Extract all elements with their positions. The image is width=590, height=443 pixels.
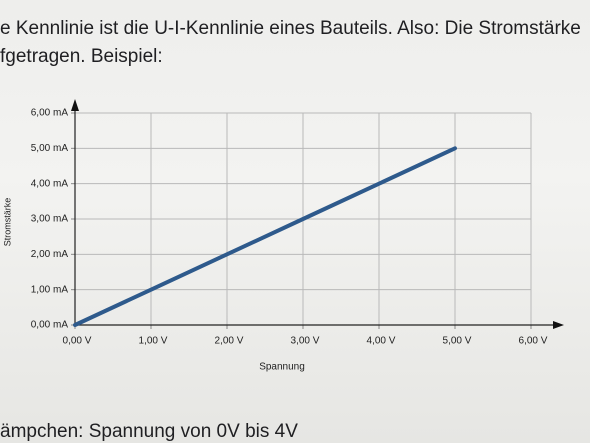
data-line [73,146,457,327]
x-tick-label: 1,00 V [139,336,168,347]
y-arrow [71,99,79,111]
x-axis-label: Spannung [259,362,305,373]
y-axis-label: Stromstärke [2,198,12,247]
text-line: e Kennlinie ist die U-I-Kennlinie eines … [0,18,581,39]
x-tick-label: 3,00 V [291,336,320,347]
x-tick-label: 6,00 V [519,336,548,347]
x-tick-label: 2,00 V [215,336,244,347]
x-tick-label: 4,00 V [367,336,396,347]
y-tick-label: 1,00 mA [31,284,69,295]
y-tick-label: 6,00 mA [31,108,69,119]
y-tick-label: 5,00 mA [31,143,69,154]
x-tick-label: 5,00 V [443,336,472,347]
x-tick-label: 0,00 V [63,336,92,347]
text-line: fgetragen. Beispiel: [0,46,163,67]
text-line: ämpchen: Spannung von 0V bis 4V [0,421,298,442]
y-tick-label: 0,00 mA [31,320,69,331]
y-tick-label: 2,00 mA [31,249,69,260]
x-arrow [553,321,564,329]
y-tick-label: 4,00 mA [31,178,69,189]
y-tick-label: 3,00 mA [31,214,69,225]
